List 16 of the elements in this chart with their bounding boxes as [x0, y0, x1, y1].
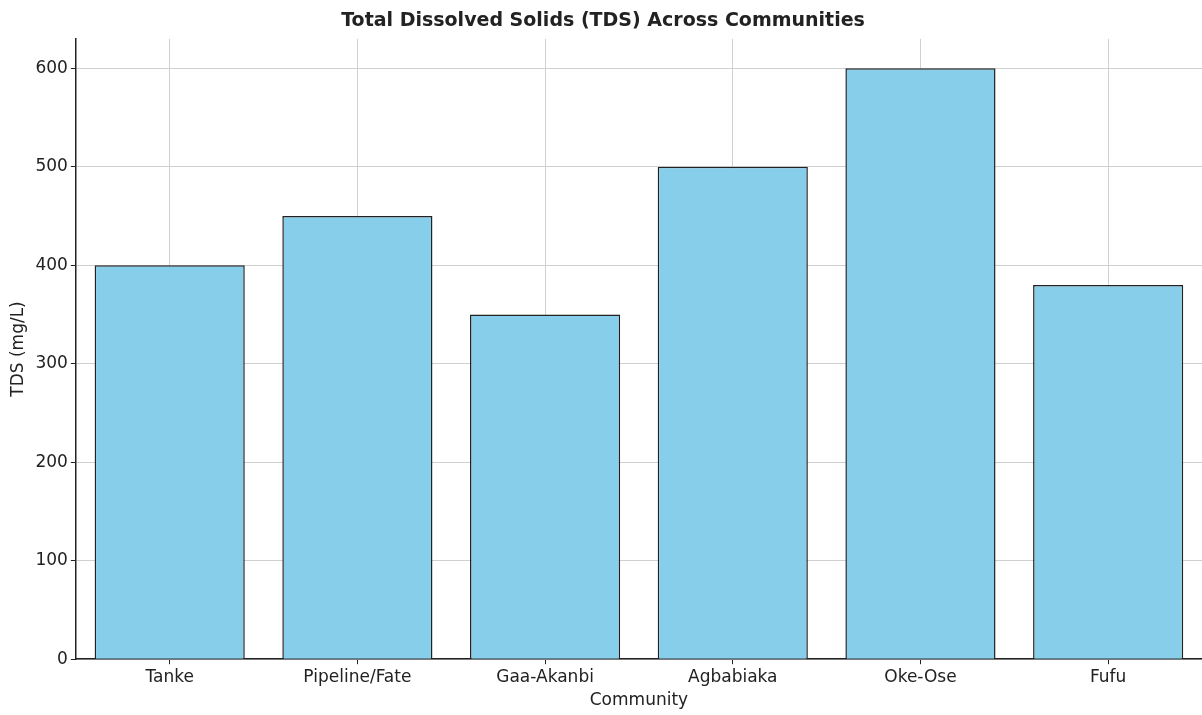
- y-tick-label: 500: [35, 155, 68, 176]
- y-tick-label: 100: [35, 549, 68, 570]
- y-tick-label: 600: [35, 56, 68, 77]
- x-axis-title: Community: [589, 689, 689, 710]
- y-tick-label: 0: [57, 647, 68, 668]
- x-tick-label: Fufu: [1089, 665, 1127, 686]
- x-tick-label: Pipeline/Fate: [303, 665, 412, 686]
- x-tick-label: Agbabiaka: [688, 665, 778, 686]
- x-tick-label: Tanke: [144, 665, 194, 686]
- chart-title: Total Dissolved Solids (TDS) Across Communities: [341, 8, 865, 31]
- x-tick-label: Oke-Ose: [884, 665, 957, 686]
- y-axis-title: TDS (mg/L): [6, 301, 27, 398]
- y-tick-label: 300: [35, 352, 68, 373]
- y-tick-label: 200: [35, 450, 68, 471]
- y-tick-label: 400: [35, 253, 68, 274]
- x-tick-label: Gaa-Akanbi: [496, 665, 594, 686]
